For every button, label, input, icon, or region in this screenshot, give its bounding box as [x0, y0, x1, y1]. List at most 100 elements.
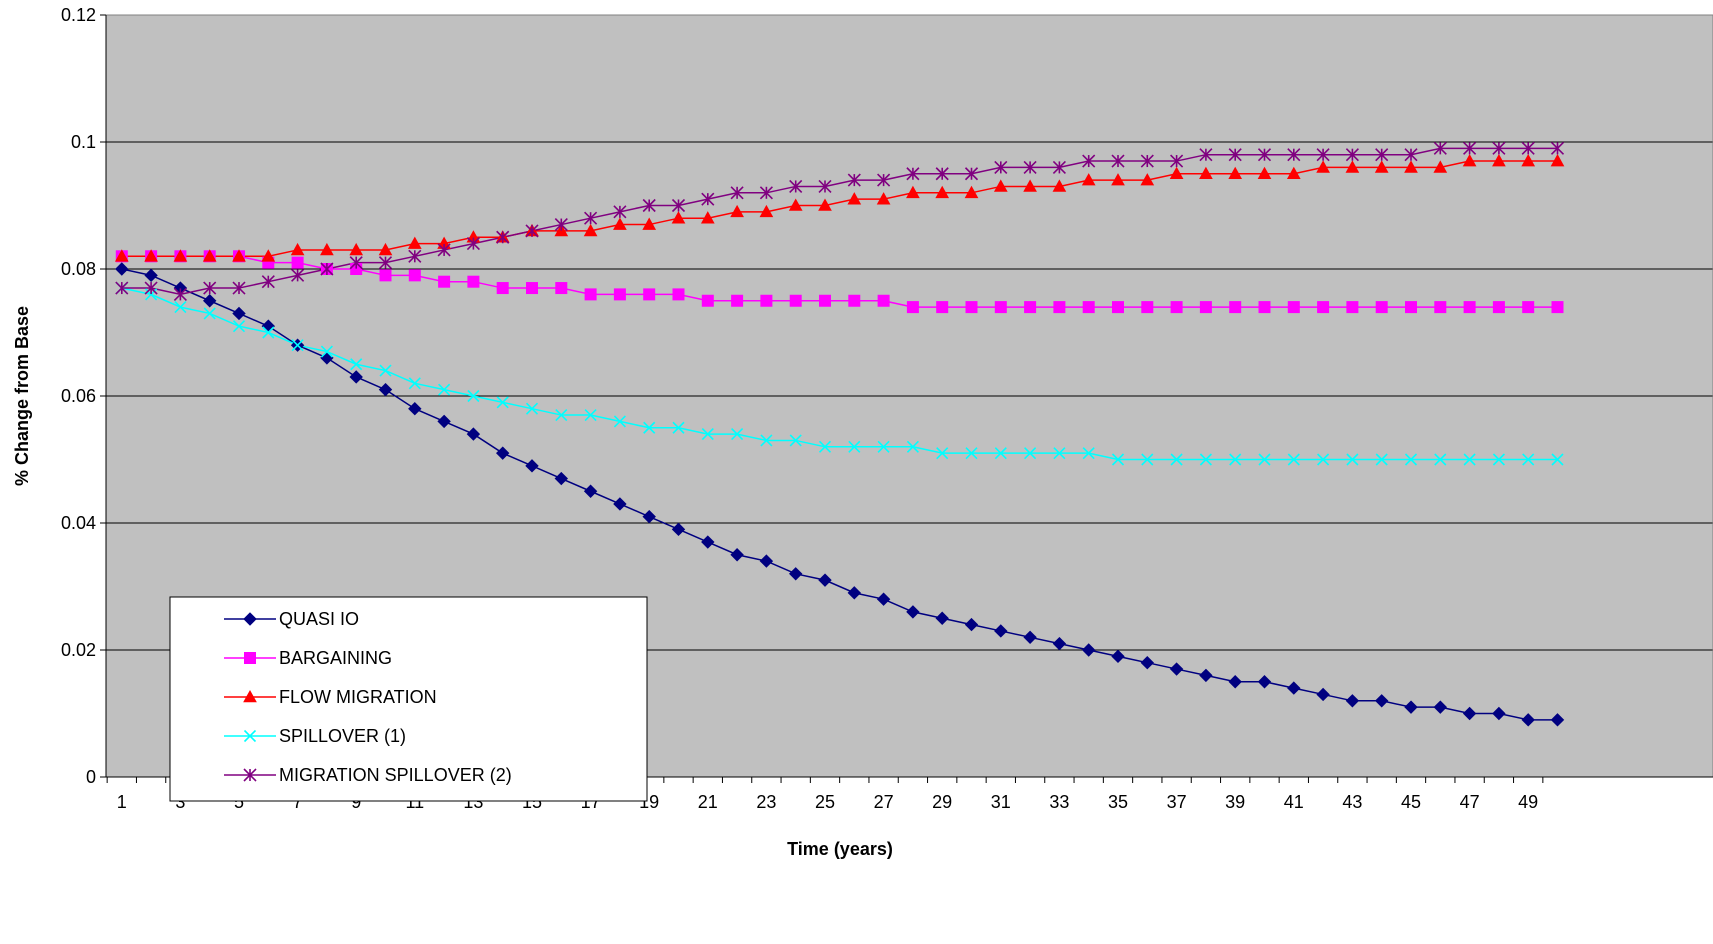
data-point: [906, 167, 920, 181]
data-point: [965, 447, 978, 460]
data-point: [1550, 713, 1565, 727]
series-points-flow-migration: [114, 154, 1565, 262]
data-point: [496, 396, 509, 409]
data-point: [936, 301, 949, 314]
data-point: [671, 211, 686, 224]
data-point: [1317, 301, 1330, 314]
y-tick-label: 0.08: [61, 259, 96, 279]
data-point: [1492, 453, 1505, 466]
data-point: [1316, 160, 1330, 173]
x-tick-label: 7: [293, 792, 303, 812]
data-point: [876, 192, 891, 205]
data-point: [1492, 154, 1506, 167]
legend-label: FLOW MIGRATION: [279, 687, 437, 707]
data-point: [1550, 141, 1565, 155]
series-points-quasi-io: [115, 262, 1565, 727]
data-point: [994, 160, 1008, 174]
x-tick-label: 45: [1401, 792, 1421, 812]
data-point: [1023, 179, 1037, 192]
data-point: [554, 471, 569, 486]
data-point: [819, 294, 831, 307]
data-point: [408, 249, 422, 263]
x-tick-label: 23: [756, 792, 776, 812]
data-point: [1228, 166, 1243, 180]
x-tick-label: 39: [1225, 792, 1245, 812]
data-point: [467, 275, 480, 288]
data-point: [789, 434, 802, 447]
data-point: [1024, 447, 1037, 460]
series-line-flow-migration: [121, 160, 1558, 258]
legend-item-quasi-io: QUASI IO: [224, 609, 359, 629]
data-point: [760, 434, 773, 447]
data-point: [730, 548, 744, 562]
data-point: [1462, 706, 1477, 721]
data-point: [906, 440, 919, 453]
data-point: [583, 223, 598, 237]
legend-label: BARGAINING: [279, 648, 392, 668]
data-point: [1433, 700, 1448, 714]
data-point: [847, 192, 862, 205]
data-point: [1112, 301, 1124, 314]
data-point: [789, 179, 803, 194]
legend-label: MIGRATION SPILLOVER (2): [279, 765, 512, 785]
data-point: [379, 269, 392, 282]
y-tick-label: 0: [86, 767, 96, 787]
data-point: [1199, 148, 1213, 162]
data-point: [906, 605, 920, 619]
data-point: [466, 427, 481, 441]
data-point: [1052, 636, 1067, 651]
data-point: [437, 414, 451, 429]
data-point: [1374, 160, 1389, 173]
y-tick-label: 0.02: [61, 640, 96, 660]
data-point: [1492, 706, 1506, 721]
data-point: [965, 301, 978, 314]
data-point: [144, 281, 158, 295]
data-point: [613, 217, 627, 230]
data-point: [320, 262, 334, 276]
x-tick-label: 9: [351, 792, 361, 812]
y-tick-label: 0.04: [61, 513, 96, 533]
x-tick-label: 3: [175, 792, 185, 812]
legend-marker: [244, 652, 256, 664]
data-point: [1375, 453, 1388, 466]
data-point: [1257, 148, 1272, 162]
x-axis-title: Time (years): [787, 839, 893, 859]
data-point: [1287, 453, 1300, 466]
data-point: [1111, 173, 1125, 186]
data-point: [730, 204, 744, 218]
data-point: [1169, 662, 1184, 676]
data-point: [1052, 160, 1066, 174]
series-points-spillover-1: [115, 281, 1564, 466]
data-point: [1287, 148, 1301, 162]
data-point: [1317, 453, 1330, 466]
data-point: [408, 401, 422, 416]
data-point: [1522, 453, 1535, 466]
data-point: [1082, 447, 1095, 460]
data-point: [1169, 166, 1184, 180]
data-point: [877, 173, 891, 187]
data-point: [1111, 649, 1125, 664]
data-point: [1492, 141, 1506, 155]
data-point: [701, 535, 715, 549]
data-point: [1346, 453, 1359, 466]
data-point: [993, 179, 1008, 192]
data-point: [1345, 160, 1360, 173]
data-point: [1170, 154, 1184, 168]
data-point: [935, 611, 949, 625]
data-point: [671, 198, 686, 213]
data-point: [173, 249, 188, 262]
legend-marker: [243, 768, 257, 782]
legend-marker: [243, 729, 257, 743]
data-point: [1287, 681, 1301, 695]
data-point: [1316, 687, 1330, 702]
data-point: [349, 256, 363, 270]
data-point: [437, 243, 451, 257]
data-point: [1433, 160, 1448, 173]
data-point: [731, 294, 744, 307]
data-point: [1052, 179, 1067, 192]
data-point: [525, 459, 539, 473]
data-point: [291, 256, 304, 269]
data-point: [173, 287, 187, 301]
data-point: [378, 256, 393, 270]
data-point: [290, 242, 305, 256]
